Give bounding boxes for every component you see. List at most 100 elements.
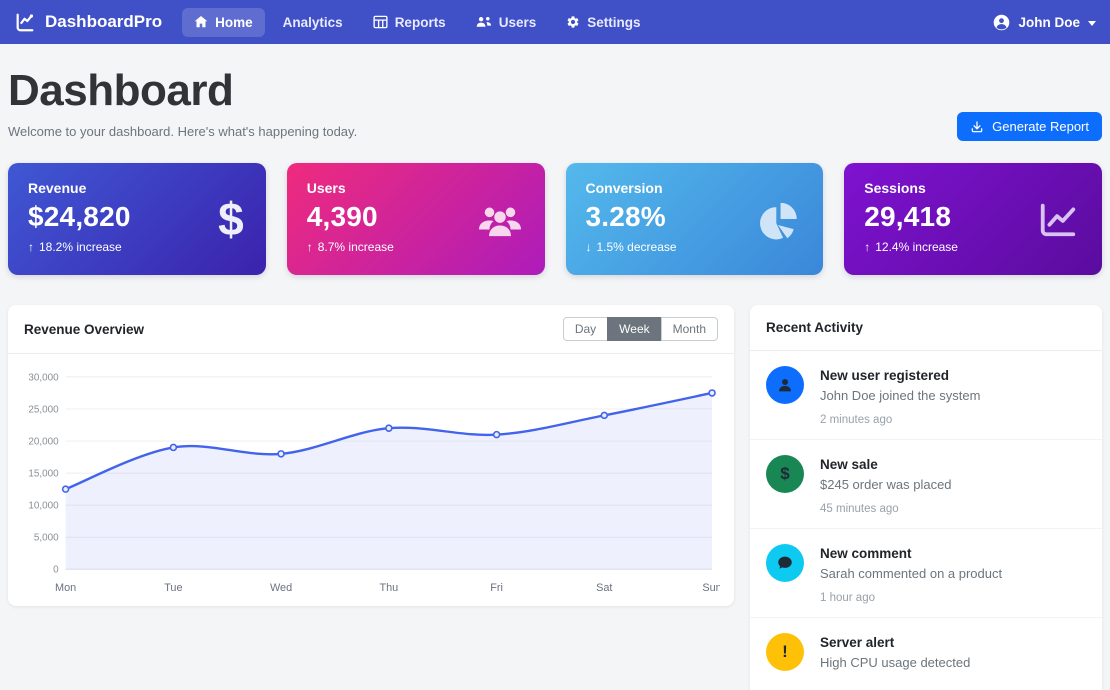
- comment-icon: [766, 544, 804, 582]
- svg-text:10,000: 10,000: [28, 501, 59, 512]
- activity-description: $245 order was placed: [820, 477, 952, 492]
- svg-text:5,000: 5,000: [34, 533, 59, 544]
- stat-delta-text: 18.2% increase: [39, 240, 122, 254]
- line-chart-icon: [1036, 198, 1080, 240]
- activity-card-title: Recent Activity: [766, 320, 864, 335]
- nav-item-reports[interactable]: Reports: [361, 8, 458, 37]
- brand[interactable]: DashboardPro: [14, 11, 162, 33]
- stat-value: 4,390: [306, 201, 378, 232]
- svg-text:0: 0: [53, 565, 59, 576]
- table-icon: [373, 15, 388, 29]
- range-month-button[interactable]: Month: [660, 317, 718, 341]
- caret-down-icon: [1088, 20, 1096, 26]
- svg-text:25,000: 25,000: [28, 404, 59, 415]
- svg-text:Fri: Fri: [490, 582, 503, 594]
- chart-card-title: Revenue Overview: [24, 321, 145, 337]
- stat-delta: ↑ 18.2% increase: [28, 240, 246, 254]
- svg-text:Tue: Tue: [164, 582, 182, 594]
- home-icon: [194, 16, 208, 28]
- activity-title: New sale: [820, 457, 878, 472]
- svg-text:Sun: Sun: [702, 582, 720, 594]
- activity-item-new-user: New user registered John Doe joined the …: [750, 351, 1102, 440]
- revenue-line-chart: 0 5,000 10,000 15,000 20,000 25,000 30,000 Mon T…: [28, 372, 720, 594]
- range-day-button[interactable]: Day: [562, 317, 609, 341]
- brand-name: DashboardPro: [45, 12, 163, 31]
- main-content: Dashboard Welcome to your dashboard. Her…: [0, 66, 1110, 690]
- users-group-icon: [477, 198, 523, 240]
- range-toggle-group: Day Week Month: [562, 317, 718, 341]
- svg-text:Mon: Mon: [55, 582, 76, 594]
- activity-description: Sarah commented on a product: [820, 566, 1003, 581]
- stat-card-sessions: Sessions 29,418 ↑ 12.4% increase: [844, 163, 1102, 275]
- gear-icon: [567, 16, 579, 28]
- users-icon: [476, 17, 491, 27]
- svg-text:Sat: Sat: [596, 582, 612, 594]
- top-navbar: DashboardPro Home Analytics Reports User…: [0, 0, 1110, 44]
- stat-label: Conversion: [585, 180, 663, 196]
- user-name: John Doe: [1018, 14, 1080, 30]
- svg-text:Wed: Wed: [270, 582, 292, 594]
- user-icon: [766, 366, 804, 404]
- stat-delta: ↑ 12.4% increase: [864, 240, 1082, 254]
- activity-time: 2 minutes ago: [820, 414, 893, 426]
- nav-item-analytics[interactable]: Analytics: [271, 8, 355, 37]
- arrow-down-icon: ↓: [585, 240, 592, 254]
- download-icon: [971, 120, 983, 132]
- activity-item-new-sale: $ New sale $245 order was placed 45 minu…: [750, 440, 1102, 529]
- arrow-up-icon: ↑: [28, 240, 34, 254]
- nav-item-label: Users: [498, 14, 537, 30]
- stat-delta-text: 1.5% decrease: [596, 240, 677, 254]
- nav-list: Home Analytics Reports Users Settings: [182, 7, 652, 37]
- stat-delta-text: 8.7% increase: [317, 240, 394, 254]
- page-title: Dashboard: [8, 66, 234, 115]
- content-row: Revenue Overview Day Week Month 0 5,000 10…: [8, 305, 1102, 690]
- page-subtitle: Welcome to your dashboard. Here's what's…: [8, 124, 358, 139]
- nav-item-home[interactable]: Home: [182, 7, 265, 37]
- generate-report-button[interactable]: Generate Report: [957, 112, 1102, 141]
- activity-time: 1 hour ago: [820, 592, 875, 604]
- user-menu[interactable]: John Doe: [993, 14, 1096, 31]
- nav-item-label: Settings: [587, 14, 641, 30]
- activity-time: 45 minutes ago: [820, 503, 899, 515]
- activity-item-server-alert: ! Server alert High CPU usage detected: [750, 618, 1102, 690]
- logo-chart-icon: [16, 13, 34, 32]
- arrow-up-icon: ↑: [864, 240, 871, 254]
- activity-card-header: Recent Activity: [750, 305, 1102, 351]
- exclamation-icon: !: [766, 633, 804, 671]
- pie-chart-icon: [755, 196, 801, 242]
- chart-body: 0 5,000 10,000 15,000 20,000 25,000 30,000 Mon T…: [8, 354, 734, 606]
- dollar-icon: $: [218, 193, 244, 245]
- recent-activity-card: Recent Activity New user registered John…: [750, 305, 1102, 690]
- activity-description: John Doe joined the system: [820, 388, 981, 403]
- stat-label: Revenue: [28, 180, 87, 196]
- chart-card-header: Revenue Overview Day Week Month: [8, 305, 734, 354]
- stat-card-revenue: Revenue $24,820 ↑ 18.2% increase $: [8, 163, 266, 275]
- activity-title: New comment: [820, 546, 912, 561]
- stat-value: $24,820: [28, 201, 131, 232]
- activity-description: High CPU usage detected: [820, 655, 971, 670]
- stat-label: Users: [306, 180, 346, 196]
- svg-text:15,000: 15,000: [28, 469, 59, 480]
- arrow-up-icon: ↑: [306, 240, 313, 254]
- stat-card-users: Users 4,390 ↑ 8.7% increase: [286, 163, 545, 275]
- stat-delta: ↓ 1.5% decrease: [586, 240, 804, 254]
- stat-delta-text: 12.4% increase: [875, 240, 958, 254]
- nav-item-label: Analytics: [282, 14, 343, 30]
- nav-item-label: Reports: [394, 14, 446, 30]
- nav-item-settings[interactable]: Settings: [554, 8, 652, 37]
- activity-item-new-comment: New comment Sarah commented on a product…: [750, 529, 1102, 618]
- stat-label: Sessions: [864, 180, 926, 196]
- nav-item-label: Home: [215, 14, 253, 30]
- svg-text:20,000: 20,000: [28, 437, 59, 448]
- stats-row: Revenue $24,820 ↑ 18.2% increase $ Users…: [8, 163, 1102, 275]
- activity-title: Server alert: [820, 635, 895, 650]
- stat-value: 3.28%: [585, 201, 666, 232]
- generate-report-label: Generate Report: [992, 119, 1089, 134]
- svg-text:Thu: Thu: [379, 582, 398, 594]
- dollar-icon: $: [766, 455, 804, 493]
- range-week-button[interactable]: Week: [607, 317, 662, 341]
- stat-value: 29,418: [864, 201, 952, 232]
- revenue-overview-card: Revenue Overview Day Week Month 0 5,000 10…: [8, 305, 734, 606]
- activity-title: New user registered: [820, 368, 950, 383]
- nav-item-users[interactable]: Users: [464, 8, 549, 37]
